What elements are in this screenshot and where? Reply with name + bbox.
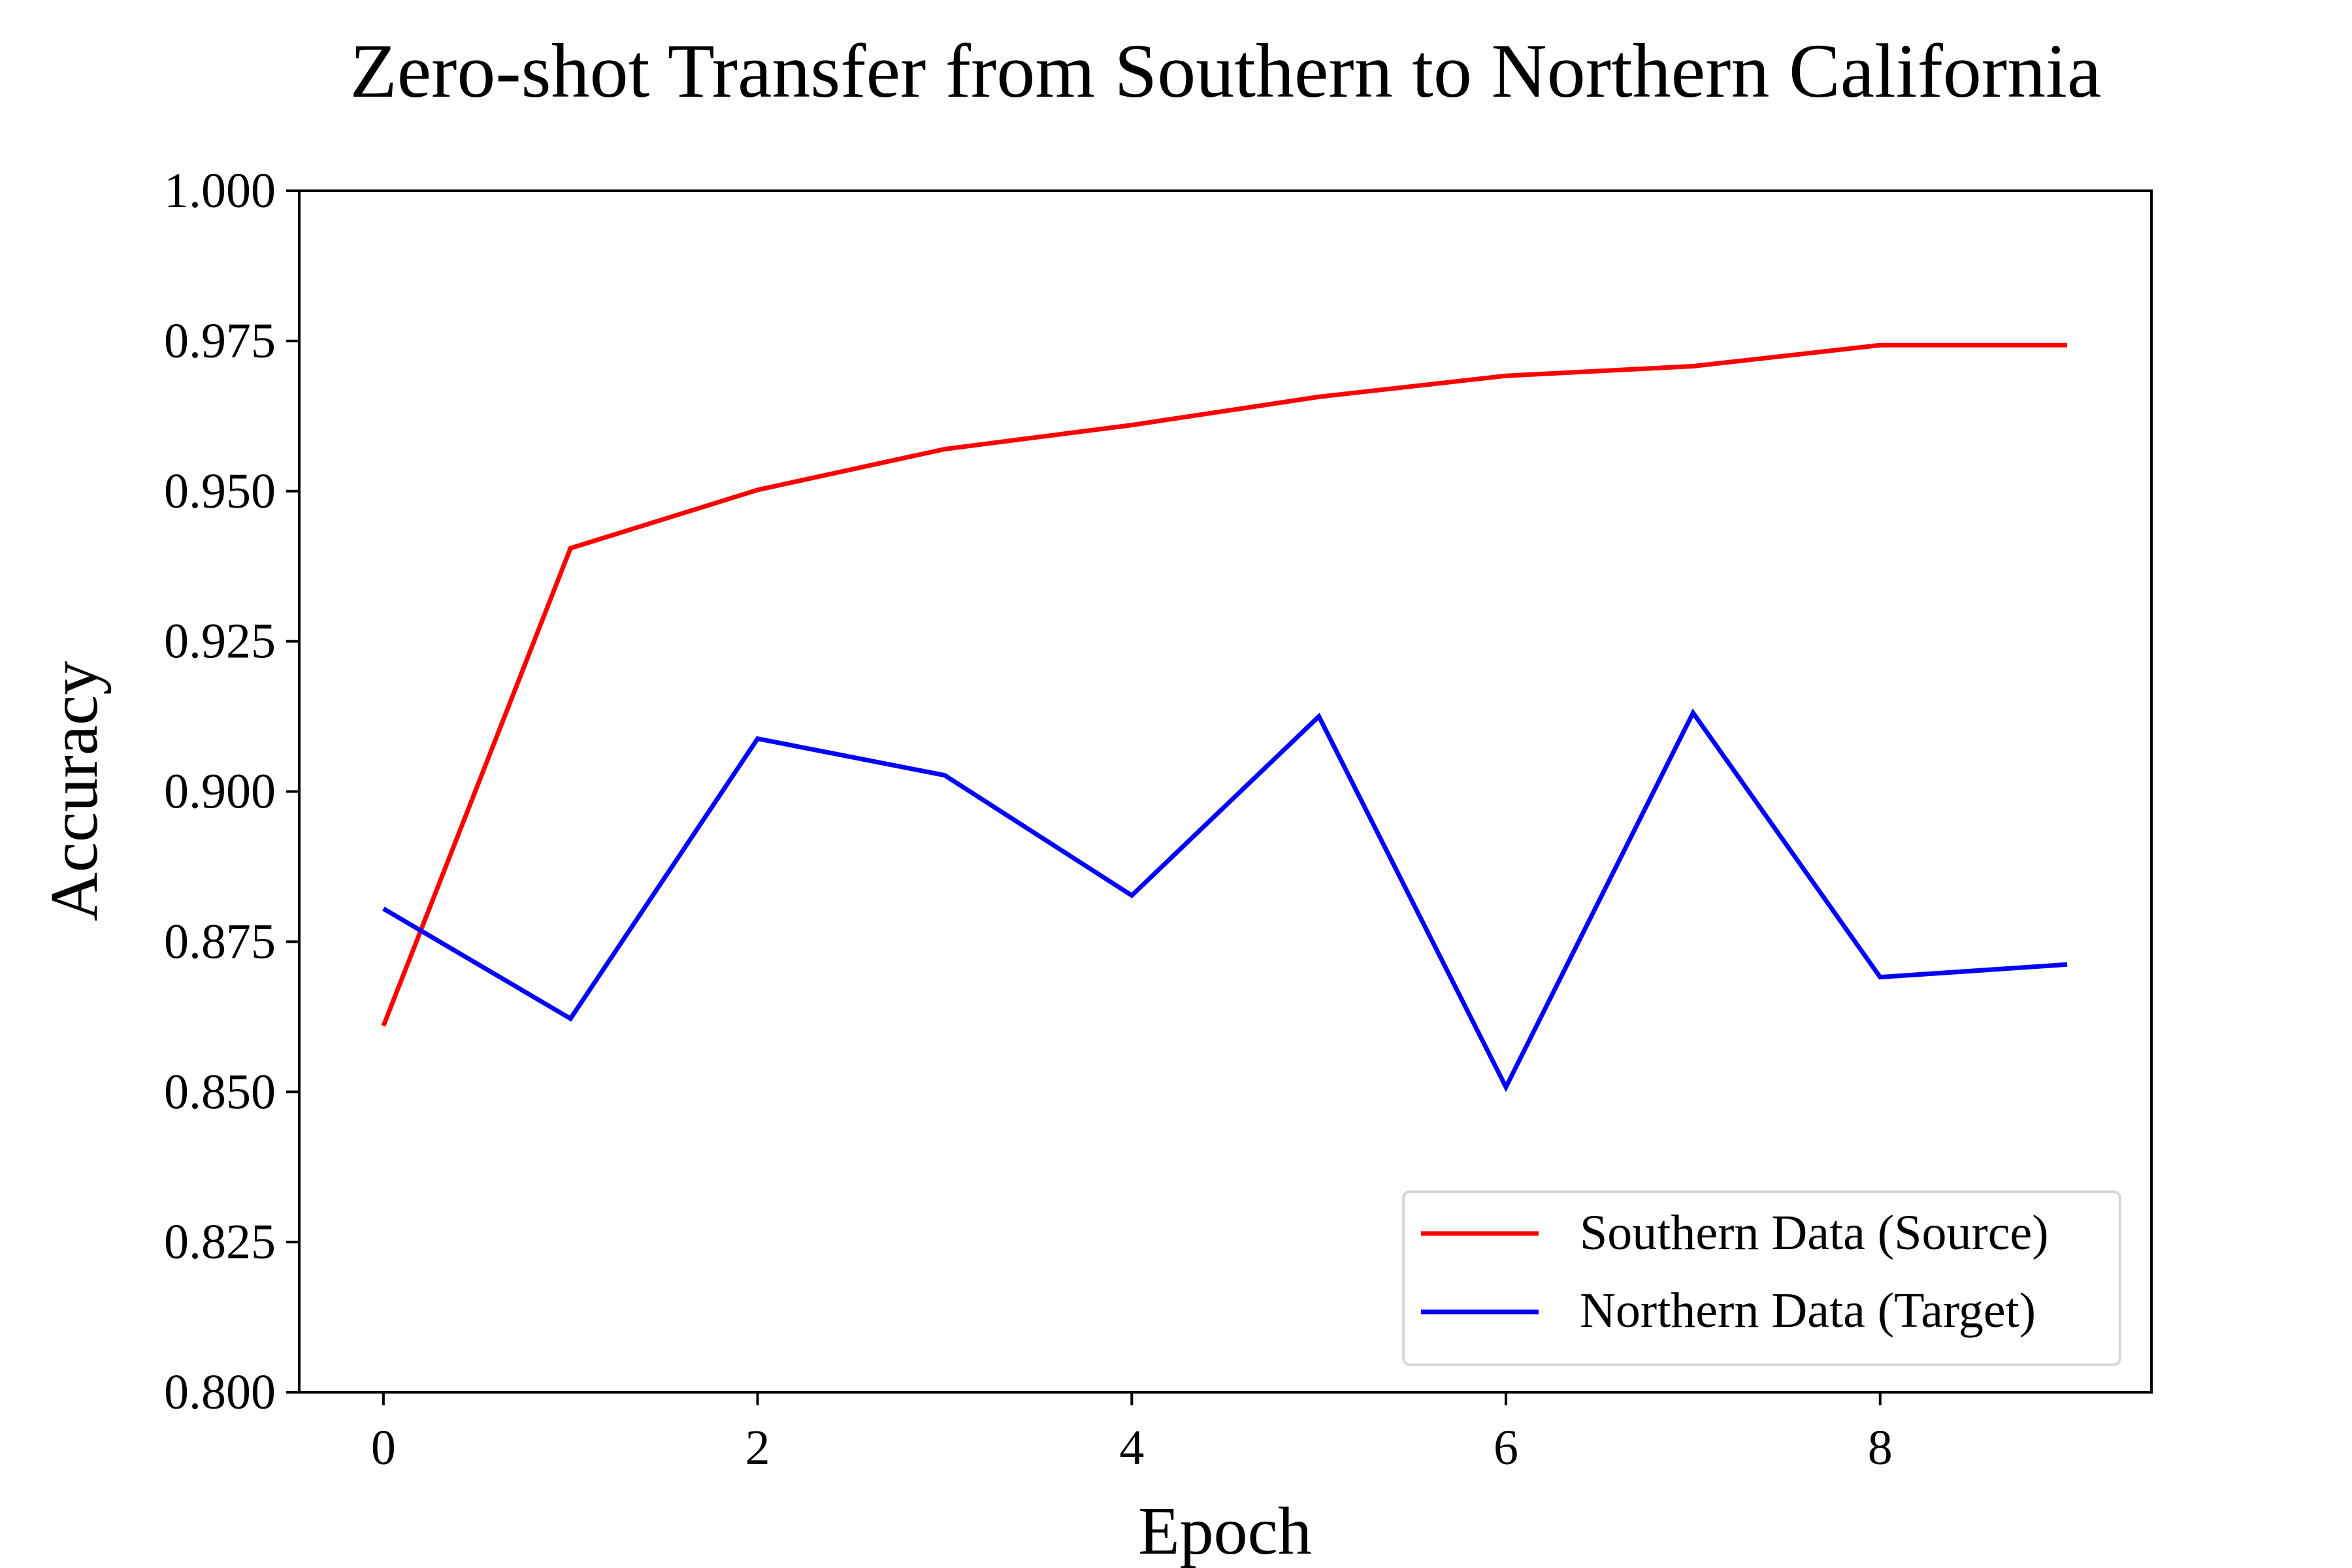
series-1-point-2 xyxy=(757,738,758,739)
y-tick-label: 0.825 xyxy=(164,1215,276,1269)
y-tick-label: 0.850 xyxy=(164,1064,276,1119)
x-tick-label: 8 xyxy=(1868,1420,1893,1475)
series-1-point-0 xyxy=(383,908,384,909)
series-line-1 xyxy=(382,708,2068,1092)
x-axis-ticks: 0 2 4 6 8 xyxy=(371,1392,1893,1475)
y-tick-label: 0.950 xyxy=(164,464,276,519)
x-tick-label: 0 xyxy=(371,1420,396,1475)
x-axis-label: Epoch xyxy=(1138,1494,1312,1568)
y-axis-ticks: 0.800 0.825 0.850 0.875 0.900 0.925 0.950 0.975… xyxy=(164,163,299,1420)
y-tick-label: 0.975 xyxy=(164,314,276,368)
legend-box xyxy=(1402,1190,2121,1366)
y-tick-label: 0.875 xyxy=(164,914,276,969)
chart-title: Zero-shot Transfer from Southern to Nort… xyxy=(350,28,2102,114)
series-0-point-2 xyxy=(757,489,758,490)
y-tick-label: 0.900 xyxy=(164,764,276,819)
series-0-point-9 xyxy=(2067,345,2068,346)
x-tick-label: 4 xyxy=(1119,1420,1144,1475)
series-0-point-1 xyxy=(570,548,571,549)
y-tick-label: 0.925 xyxy=(164,614,276,669)
y-tick-label: 0.800 xyxy=(164,1365,276,1420)
x-tick-label: 6 xyxy=(1494,1420,1518,1475)
y-axis-label: Accuracy xyxy=(37,661,112,921)
series-1-point-5 xyxy=(1318,716,1319,717)
x-tick-label: 2 xyxy=(745,1420,770,1475)
series-line-0 xyxy=(381,342,2068,1027)
legend: Southern Data (Source) Northern Data (Ta… xyxy=(1402,1190,2121,1366)
legend-label-northern: Northern Data (Target) xyxy=(1580,1283,2036,1338)
legend-label-southern: Southern Data (Source) xyxy=(1580,1205,2049,1260)
plot-marks xyxy=(381,342,2068,1092)
y-tick-label: 1.000 xyxy=(164,163,276,218)
series-1-point-6 xyxy=(1506,1086,1507,1087)
series-1-point-9 xyxy=(2067,964,2068,965)
